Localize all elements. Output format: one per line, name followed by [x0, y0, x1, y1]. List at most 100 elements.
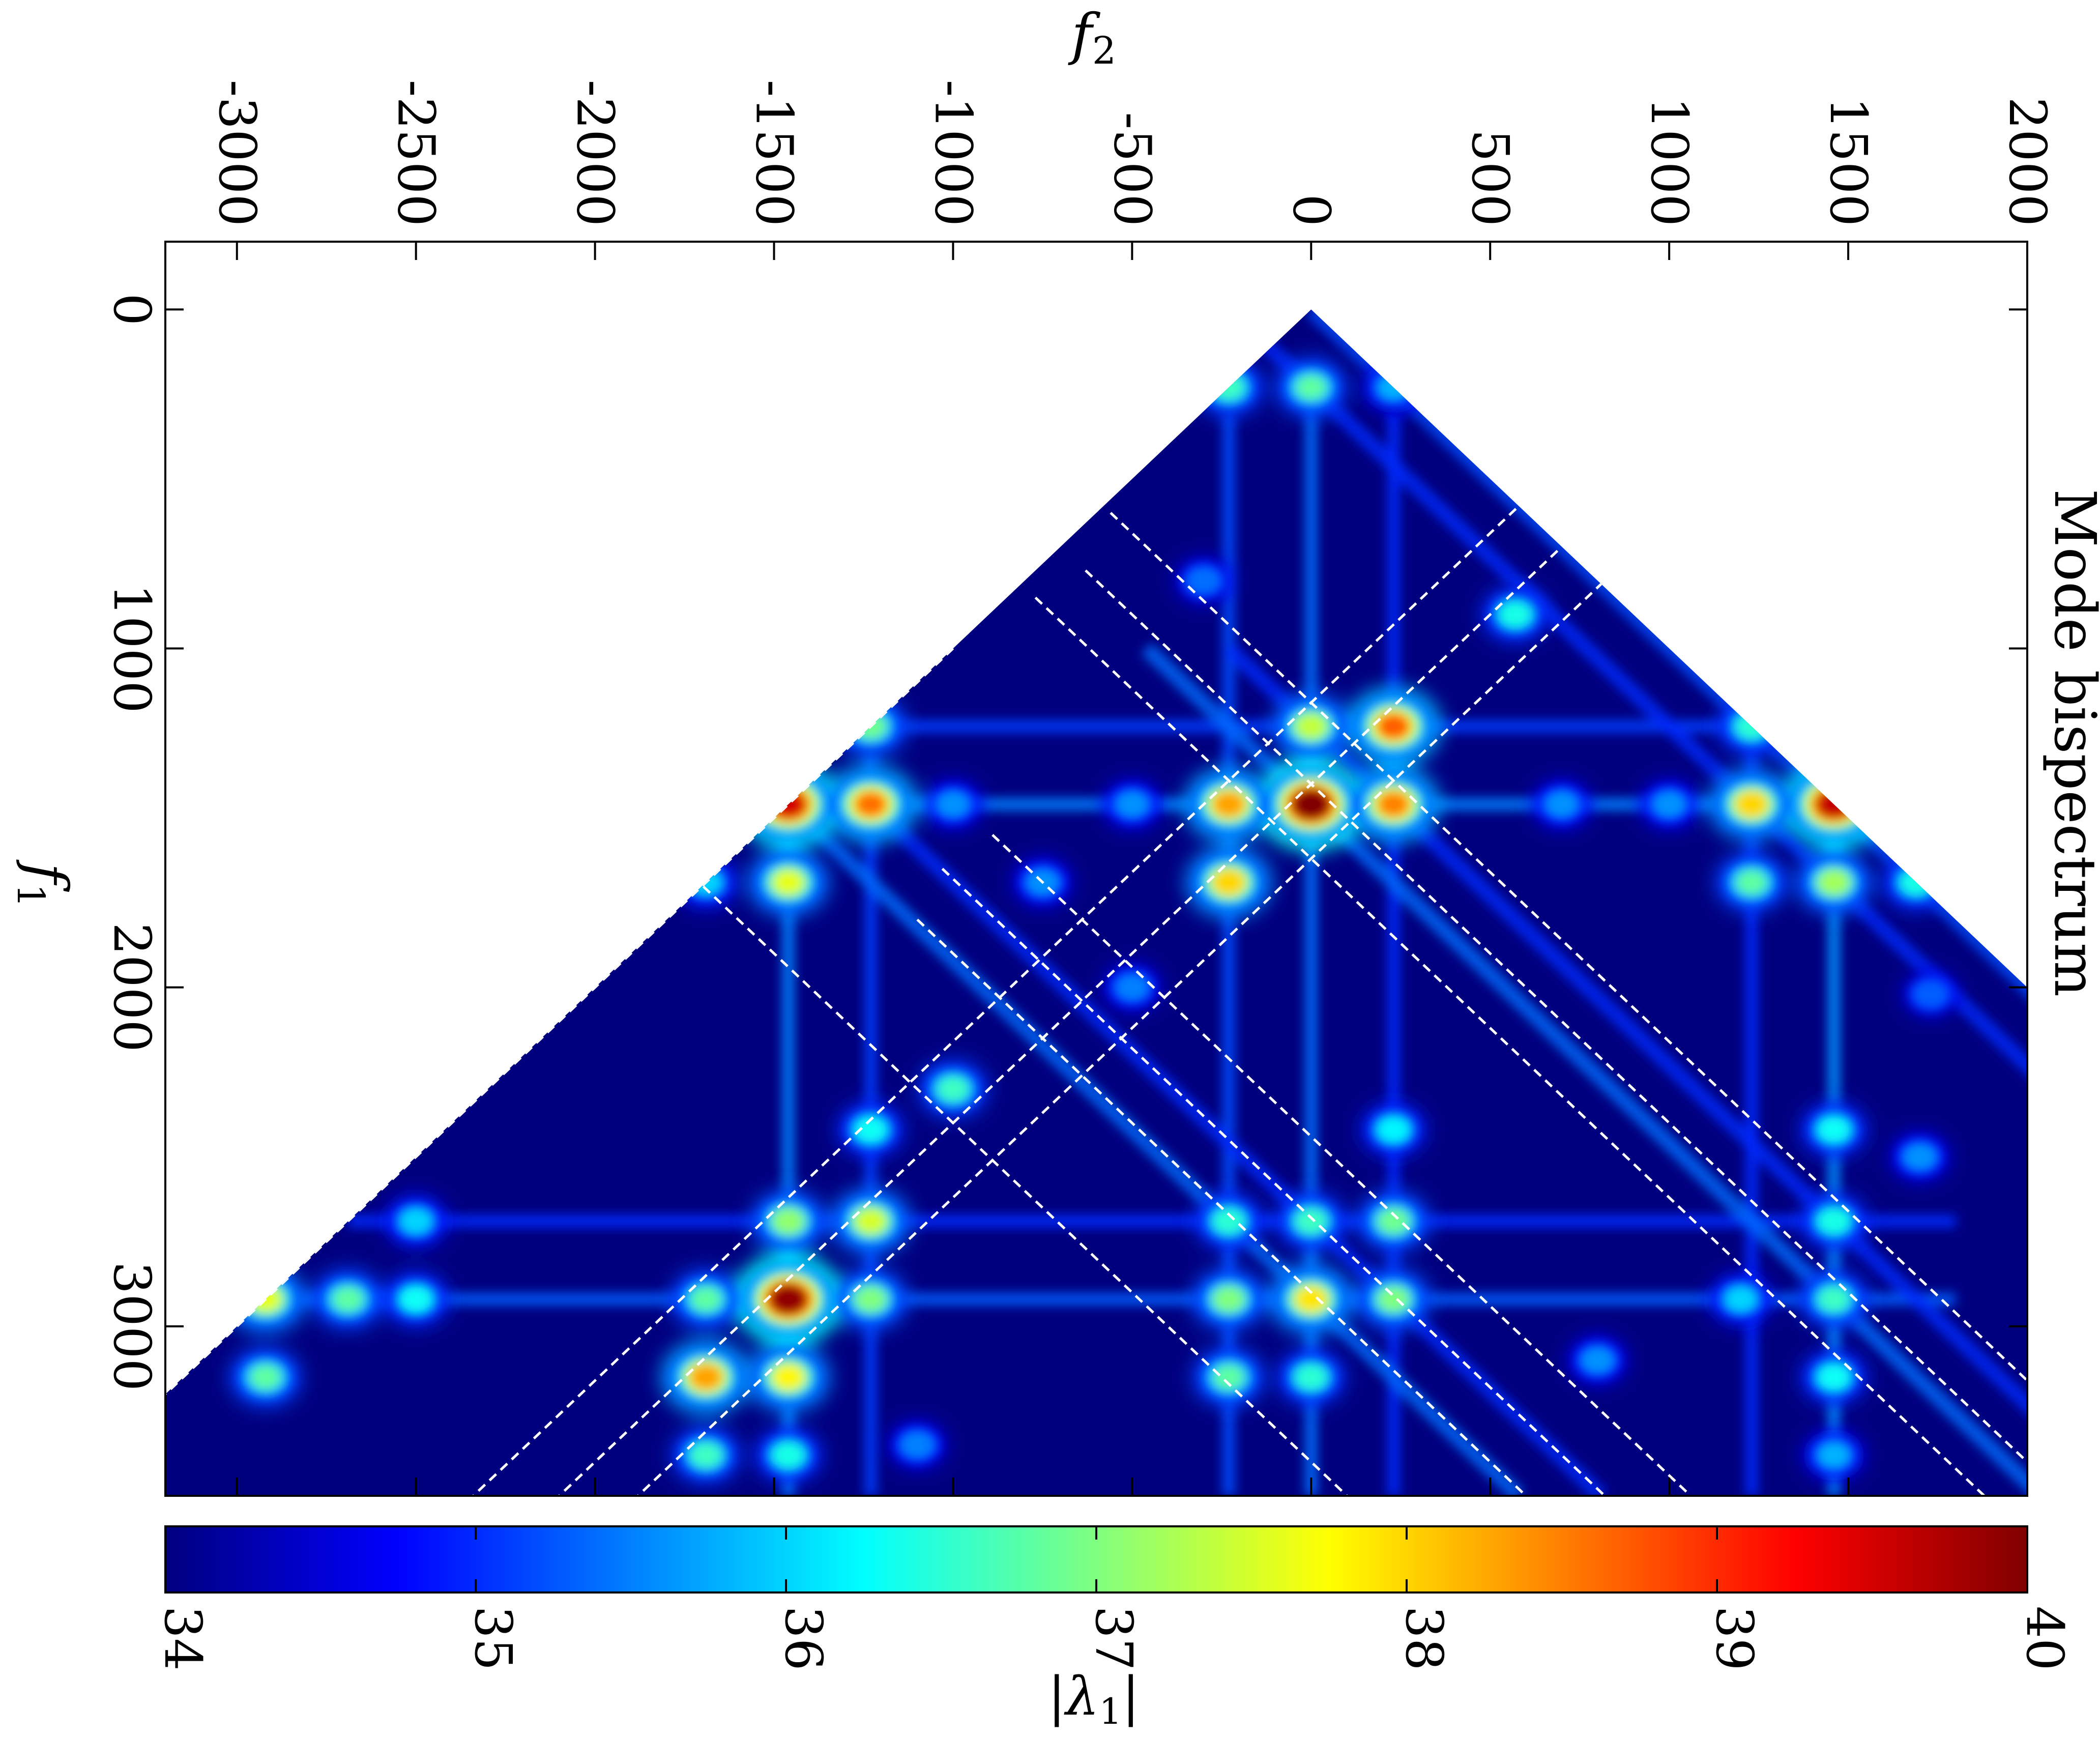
f2-tick-label-0: -3000: [208, 80, 267, 226]
peak-30-level-3: [1736, 870, 1767, 895]
peak-34-level-2: [1296, 1365, 1327, 1389]
peak-35-level-2: [690, 1443, 721, 1467]
peak-18-level-3: [1378, 1287, 1409, 1312]
peak-4-level-5: [1377, 713, 1410, 740]
colorbar-tick-label-3: 37: [1084, 1606, 1144, 1670]
peak-42-level-2: [1818, 1365, 1850, 1389]
svg-text:f2: f2: [1068, 2, 1116, 73]
peak-37-level-2: [855, 1117, 886, 1142]
f1-axis-ticks: 0 1000 2000 3000: [102, 293, 2027, 1391]
colorbar-tick-label-2: 36: [774, 1606, 833, 1670]
colorbar-tick-label-5: 39: [1705, 1606, 1764, 1670]
peak-14-level-4: [690, 1364, 722, 1390]
dashed-line-3: [1034, 596, 1986, 1496]
peak-39-level-2: [1818, 1117, 1850, 1142]
peak-61-level-1: [1186, 567, 1221, 595]
peak-64-level-1: [1115, 974, 1149, 1001]
peak-17-level-3: [1213, 1287, 1244, 1312]
f2-axis-ticks: -3000 -2500 -2000 -1500 -1000 -500 0 500 1000 150…: [208, 80, 2057, 1496]
peak-33-level-3: [1213, 1365, 1244, 1389]
f2-tick-label-8: 1000: [1640, 97, 1699, 227]
colorbar-ticks: 34 35 36 37 38 39 40: [153, 1526, 2075, 1671]
peak-21-level-3: [333, 1287, 363, 1312]
svg-text:|λ1|: |λ1|: [1048, 1665, 1140, 1732]
peak-23-level-3: [250, 1365, 281, 1389]
heatmap-domain: [165, 309, 2027, 1496]
dashed-line-7: [165, 309, 1348, 1496]
colorbar-tick-label-0: 34: [153, 1606, 213, 1670]
dashed-upper-line-1: [472, 309, 1728, 1496]
colorbar-tick-label-4: 38: [1394, 1606, 1454, 1670]
peak-65-level-1: [1913, 980, 1948, 1008]
peak-36-level-2: [773, 1443, 804, 1468]
peak-24-level-3: [1378, 1209, 1409, 1234]
peak-58-level-1: [1581, 1347, 1614, 1374]
peak-43-level-2: [938, 1077, 969, 1102]
peak-59-level-1: [1818, 1442, 1850, 1468]
colorbar-tick-label-6: 40: [2015, 1606, 2075, 1670]
peak-46-level-2: [1725, 1287, 1757, 1312]
peak-12-level-3: [855, 1209, 886, 1234]
peak-5-level-4: [1377, 791, 1410, 818]
diagonal-ridge-4: [880, 812, 1607, 1496]
f2-tick-label-9: 1500: [1819, 97, 1878, 227]
f1-axis-label: f1: [9, 859, 80, 908]
peak-31-level-3: [1296, 375, 1327, 400]
f1-tick-label-2: 2000: [102, 922, 162, 1052]
peak-25-level-2: [1296, 1209, 1327, 1234]
peak-41-level-2: [1819, 1287, 1849, 1312]
peak-27-level-3: [1296, 714, 1327, 739]
peak-26-level-2: [1213, 1209, 1244, 1234]
peak-13-level-3: [773, 1209, 804, 1234]
f1-tick-label-1: 1000: [102, 584, 162, 713]
f2-axis-label: f2: [1068, 2, 1116, 73]
peak-54-level-1: [1545, 791, 1579, 818]
diagonal-ridge-3: [797, 812, 1524, 1496]
dashed-upper-line-0: [165, 647, 954, 1496]
dashed-upper-line-3: [637, 309, 1892, 1496]
f1-tick-label-0: 0: [102, 293, 162, 326]
peak-1-level-6: [771, 1285, 806, 1314]
chart-title: Mode bispectrum: [2041, 489, 2100, 997]
peak-63-level-1: [900, 1431, 935, 1459]
peak-52-level-1: [937, 791, 970, 818]
f2-tick-label-3: -1500: [745, 80, 804, 226]
peak-62-level-1: [1903, 1143, 1937, 1170]
colorbar-tick-label-1: 35: [463, 1606, 523, 1670]
f2-tick-label-1: -2500: [387, 80, 446, 226]
peak-47-level-2: [400, 1287, 431, 1312]
f2-tick-label-7: 500: [1461, 129, 1520, 226]
peak-40-level-2: [1818, 1209, 1849, 1234]
dashed-upper-line-2: [558, 309, 1814, 1496]
f2-tick-label-10: 2000: [1998, 97, 2057, 227]
ridge-1: [1387, 411, 1401, 1496]
dashed-line-1: [1110, 512, 2027, 1496]
ridge-10: [347, 1214, 1956, 1228]
dashed-line-6: [916, 918, 1527, 1496]
peak-55-level-1: [1652, 791, 1686, 818]
peak-11-level-3: [1818, 870, 1849, 895]
dashed-line-2: [1085, 569, 2027, 1496]
ridge-9: [266, 1292, 1956, 1306]
plot-frame: [164, 241, 2028, 1497]
dashed-line-4: [991, 834, 1692, 1496]
peak-15-level-4: [773, 1365, 804, 1390]
f2-tick-label-6: 0: [1281, 194, 1341, 226]
peak-7-level-4: [1213, 791, 1245, 818]
peak-20-level-3: [690, 1287, 721, 1312]
peak-9-level-4: [1213, 870, 1245, 895]
peak-8-level-4: [1736, 792, 1767, 817]
svg-text:f1: f1: [9, 859, 80, 908]
peak-19-level-3: [855, 1287, 886, 1312]
colorbar-label: |λ1|: [1048, 1665, 1140, 1732]
peak-0-level-6: [1293, 790, 1329, 819]
peak-44-level-2: [1500, 602, 1531, 627]
peak-53-level-1: [1115, 791, 1149, 818]
svg-text:Mode bispectrum: Mode bispectrum: [2041, 489, 2100, 997]
peak-16-level-4: [1295, 1286, 1327, 1312]
peak-45-level-2: [400, 1208, 432, 1234]
f2-tick-label-5: -500: [1102, 112, 1162, 226]
f1-tick-label-3: 3000: [102, 1262, 162, 1392]
